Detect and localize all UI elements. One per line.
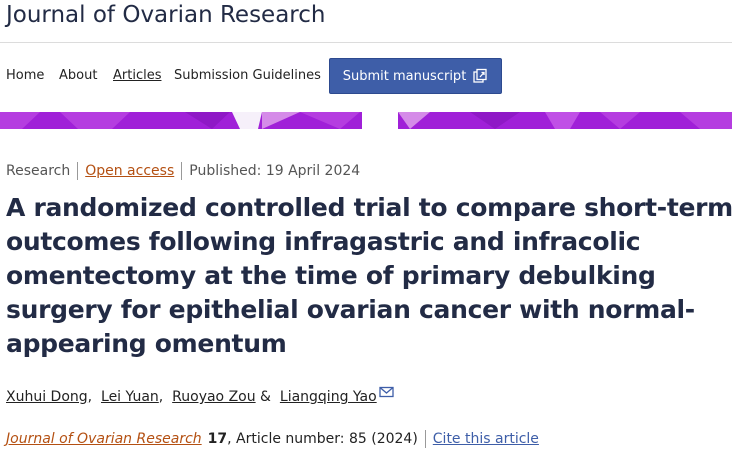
nav-guidelines-link[interactable]: Submission Guidelines [174, 68, 321, 83]
envelope-icon[interactable] [379, 386, 394, 398]
author-link[interactable]: Liangqing Yao [279, 389, 377, 405]
nav-articles-link[interactable]: Articles [113, 68, 162, 83]
open-access-link[interactable]: Open access [85, 163, 175, 179]
author-separator: & [255, 389, 276, 405]
title-line: outcomes following infragastric and infr… [6, 227, 641, 256]
meta-divider [77, 162, 79, 180]
meta-divider [181, 162, 183, 180]
banner-pattern [0, 112, 732, 129]
citation-volume: 17 [207, 431, 228, 447]
article-title: A randomized controlled trial to compare… [6, 191, 732, 361]
journal-title-link[interactable]: Journal of Ovarian Research [6, 2, 326, 28]
citation-line: Journal of Ovarian Research 17, Article n… [6, 428, 539, 450]
title-line: omentectomy at the time of primary debul… [6, 261, 656, 290]
article-type: Research [6, 163, 71, 179]
journal-banner [0, 112, 732, 129]
article-meta: Research Open access Published: 19 April 2… [6, 160, 360, 182]
journal-header: Journal of Ovarian Research [0, 0, 732, 43]
submit-button-label: Submit manuscript [342, 68, 467, 84]
citation-article-number: , Article number: 85 (2024) [227, 431, 418, 447]
author-list: Xuhui Dong, Lei Yuan, Ruoyao Zou & Liang… [6, 386, 394, 408]
author-link[interactable]: Lei Yuan [101, 389, 159, 405]
title-line: surgery for epithelial ovarian cancer wi… [6, 295, 695, 324]
author-link[interactable]: Ruoyao Zou [172, 389, 256, 405]
cite-this-article-link[interactable]: Cite this article [432, 431, 539, 447]
submit-manuscript-button[interactable]: Submit manuscript [329, 58, 502, 94]
title-line: A randomized controlled trial to compare… [6, 193, 732, 222]
citation-divider [424, 430, 426, 448]
nav-home-link[interactable]: Home [6, 68, 45, 83]
author-separator: , [158, 389, 168, 405]
author-separator: , [87, 389, 97, 405]
nav-about-link[interactable]: About [59, 68, 98, 83]
external-link-icon [473, 68, 487, 83]
title-line: appearing omentum [6, 329, 287, 358]
author-link[interactable]: Xuhui Dong [6, 389, 88, 405]
citation-journal-link[interactable]: Journal of Ovarian Research [6, 431, 202, 447]
published-date: Published: 19 April 2024 [189, 163, 361, 179]
